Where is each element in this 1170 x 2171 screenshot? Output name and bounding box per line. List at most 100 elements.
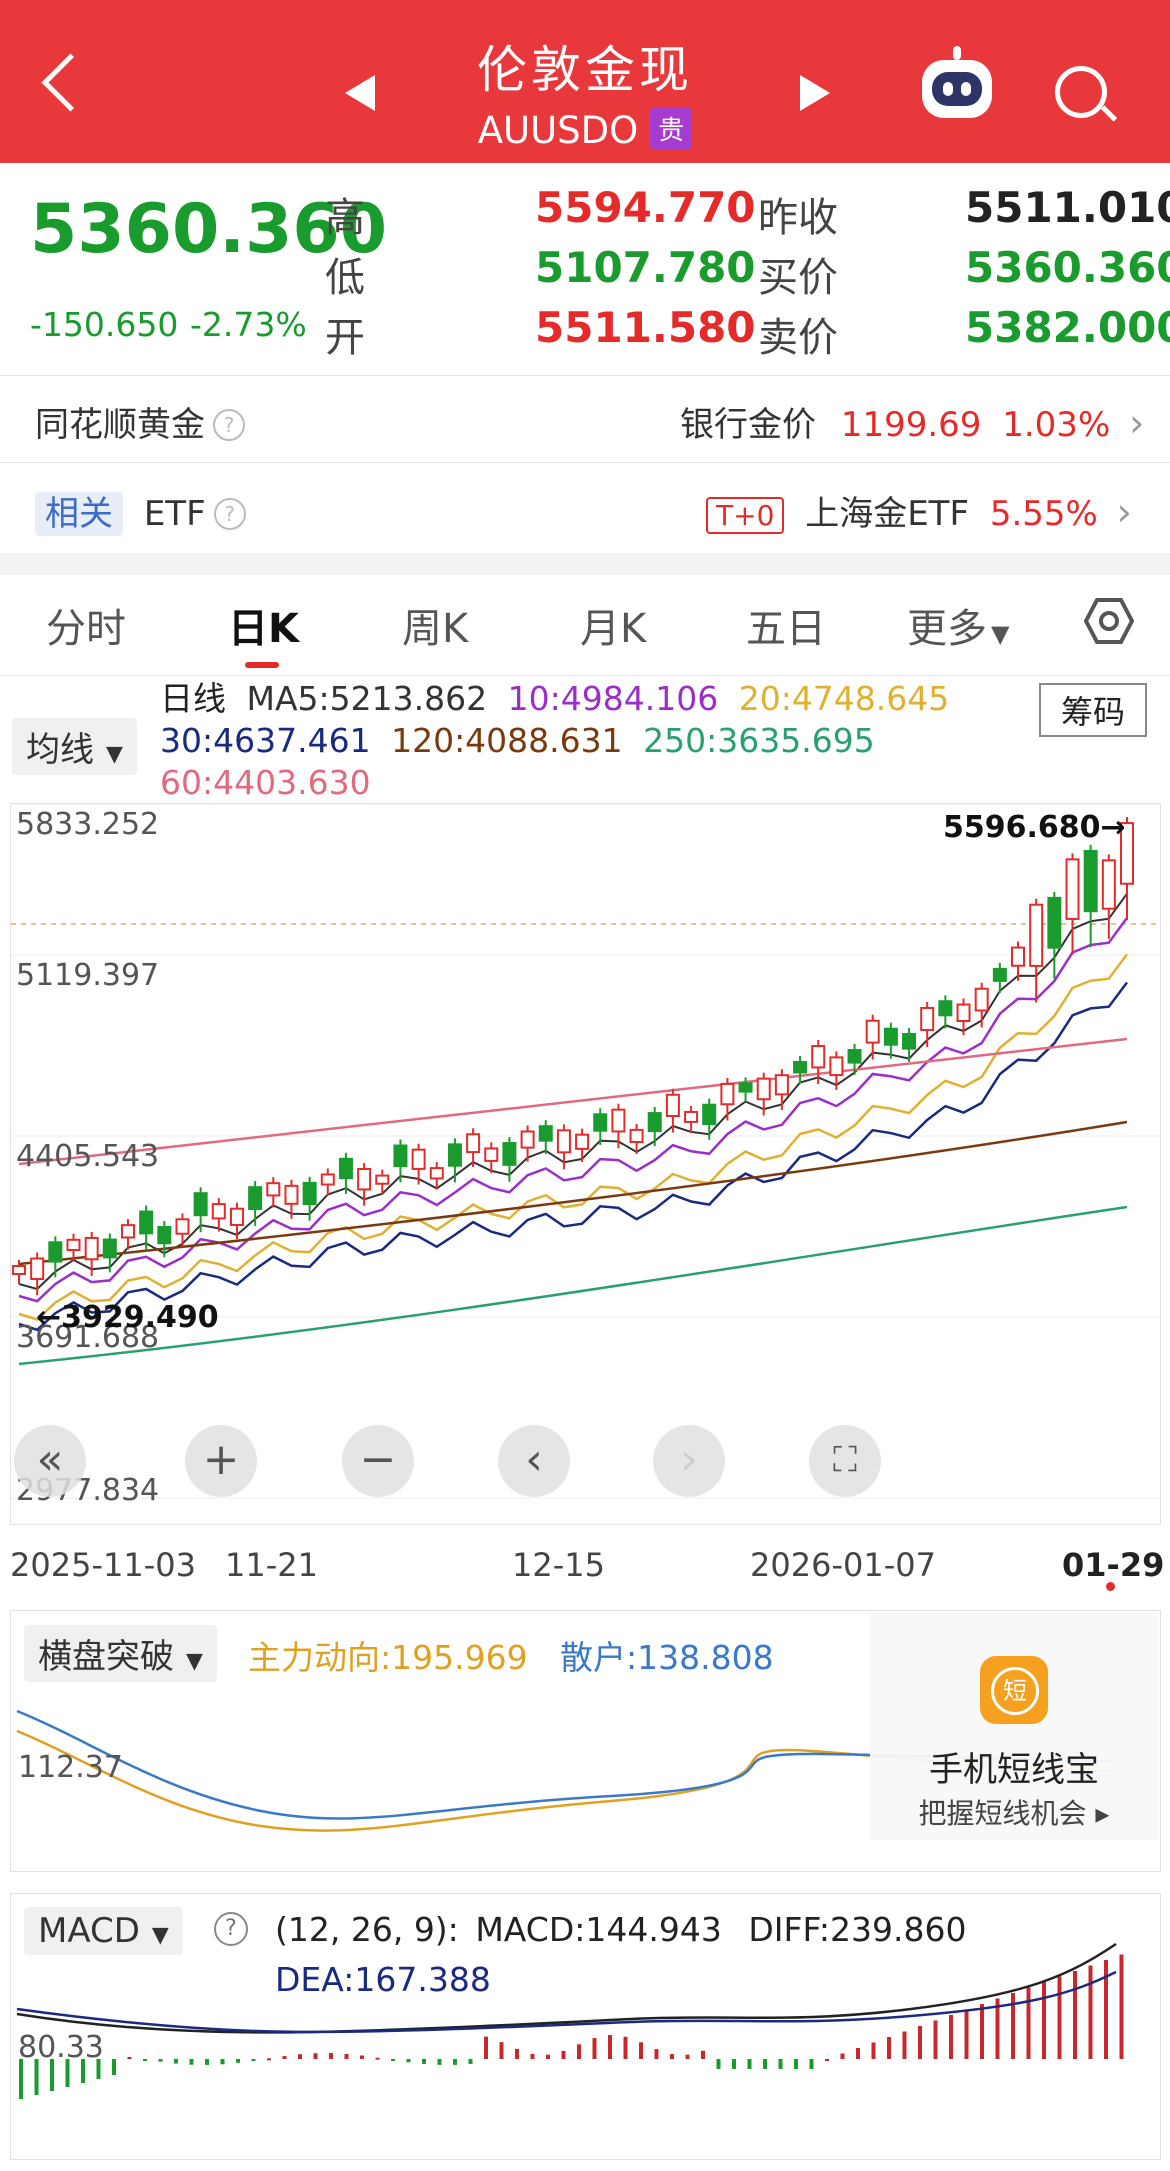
candle-body	[593, 1113, 608, 1132]
ma60-line	[18, 1037, 1128, 1166]
candle-body	[1120, 822, 1134, 885]
chip-distribution-button[interactable]: 筹码	[1039, 683, 1148, 737]
indicator-selector-macd[interactable]: MACD ▼	[24, 1907, 183, 1955]
robot-assistant-icon[interactable]	[922, 46, 992, 118]
x-label-4: 01-29	[1062, 1546, 1165, 1584]
macd-bar	[220, 2059, 225, 2065]
candle-body	[175, 1218, 190, 1235]
candle-body	[793, 1061, 808, 1074]
macd-bar	[19, 2059, 23, 2099]
candle-body	[1101, 859, 1116, 910]
candle-body	[575, 1133, 590, 1150]
search-icon[interactable]	[1055, 66, 1107, 118]
help-icon[interactable]: ?	[213, 498, 246, 530]
chevron-right-icon: ›	[1116, 490, 1132, 534]
bank-gold-price[interactable]: 银行金价 1199.69 1.03% ›	[680, 401, 1145, 445]
metal-badge: 贵	[650, 108, 693, 149]
next-symbol-icon[interactable]	[800, 75, 830, 111]
kline-chart[interactable]	[10, 803, 1161, 1525]
double-left-icon[interactable]: «	[14, 1425, 86, 1497]
macd-bar	[81, 2059, 85, 2083]
macd-bar	[840, 2053, 845, 2059]
candle-body	[84, 1236, 99, 1261]
candle-body	[738, 1082, 753, 1093]
candle-body	[956, 1003, 971, 1023]
chevron-left-icon[interactable]: ‹	[498, 1425, 570, 1497]
related-etf-row[interactable]: 相关 ETF?	[35, 486, 246, 536]
macd-panel[interactable]	[10, 1893, 1161, 2160]
macd-bar	[794, 2059, 798, 2069]
y-label-4: 3691.688	[16, 1320, 160, 1355]
macd-bar	[1026, 1987, 1031, 2059]
dea-value: DEA:167.388	[275, 1960, 491, 1999]
candle-body	[139, 1210, 154, 1235]
y-label-2: 5119.397	[16, 958, 160, 993]
candle-body	[375, 1174, 390, 1185]
macd-bar	[577, 2044, 581, 2059]
macd-bar	[809, 2059, 814, 2069]
x-label-3: 2026-01-07	[750, 1546, 936, 1584]
candle-body	[720, 1082, 735, 1106]
flow-chart-svg	[16, 1709, 1112, 1832]
candle-body	[611, 1108, 626, 1133]
candle-body	[1029, 903, 1044, 967]
help-icon[interactable]: ?	[213, 409, 245, 441]
candle-body	[248, 1186, 263, 1210]
macd-bar	[1119, 1954, 1124, 2059]
candle-body	[556, 1129, 571, 1154]
tab-five-day[interactable]: 五日	[746, 606, 826, 652]
candle-body	[902, 1032, 917, 1050]
tab-more[interactable]: 更多 ▼	[907, 606, 1010, 652]
macd-bar	[127, 2056, 132, 2059]
candle-body	[411, 1148, 426, 1170]
prev-symbol-icon[interactable]	[345, 75, 375, 111]
macd-bar	[1104, 1960, 1108, 2059]
macd-bar	[65, 2059, 70, 2087]
macd-y-label: 80.33	[18, 2030, 104, 2065]
fullscreen-icon[interactable]: ⛶	[809, 1425, 881, 1497]
ths-gold-row[interactable]: 同花顺黄金?	[35, 397, 245, 446]
high-value: 5594.770	[535, 183, 756, 232]
short-line-promo[interactable]: 短 手机短线宝 把握短线机会 ▸	[870, 1612, 1158, 1840]
tab-monthly-k[interactable]: 月K	[580, 606, 647, 652]
latest-dot	[1106, 1582, 1115, 1591]
open-value: 5511.580	[535, 303, 756, 352]
macd-bar	[267, 2058, 271, 2061]
settings-hexagon-icon[interactable]	[1083, 596, 1135, 646]
macd-bar	[964, 2009, 969, 2059]
candle-body	[66, 1238, 81, 1251]
kline-chart-svg[interactable]	[11, 803, 1160, 1524]
zoom-in-icon[interactable]: +	[185, 1425, 257, 1497]
macd-bar	[313, 2053, 318, 2059]
macd-bar	[484, 2036, 488, 2059]
macd-bar	[592, 2038, 597, 2059]
candle-body	[357, 1168, 372, 1191]
shanghai-gold-etf[interactable]: T+0 上海金ETF 5.55% ›	[706, 486, 1132, 535]
price-change: -150.650	[30, 305, 179, 344]
ma-selector[interactable]: 均线 ▼	[12, 718, 137, 775]
macd-bar	[902, 2031, 907, 2059]
tab-weekly-k[interactable]: 周K	[402, 606, 469, 652]
price-change-pct: -2.73%	[190, 305, 307, 344]
macd-bar	[205, 2059, 209, 2065]
tab-intraday[interactable]: 分时	[46, 606, 126, 652]
retail-line	[16, 1709, 1112, 1820]
macd-bar	[716, 2059, 721, 2069]
indicator-selector-flow[interactable]: 横盘突破 ▼	[24, 1625, 217, 1682]
macd-bar	[763, 2059, 767, 2069]
macd-bar	[453, 2059, 457, 2065]
macd-bar	[112, 2059, 116, 2075]
candle-body	[211, 1203, 226, 1220]
macd-help-icon[interactable]: ?	[214, 1912, 248, 1946]
tab-daily-k[interactable]: 日K	[228, 606, 299, 652]
x-label-0: 2025-11-03	[10, 1546, 196, 1584]
chevron-right-icon[interactable]: ›	[653, 1425, 725, 1497]
diff-line	[16, 1942, 1117, 2034]
candle-body	[774, 1074, 789, 1096]
candle-body	[102, 1238, 117, 1259]
promo-subtitle: 把握短线机会 ▸	[918, 1797, 1110, 1830]
zoom-out-icon[interactable]: −	[342, 1425, 414, 1497]
macd-bar	[34, 2059, 39, 2095]
candle-body	[30, 1257, 45, 1280]
last-price: 5360.360	[30, 190, 388, 269]
